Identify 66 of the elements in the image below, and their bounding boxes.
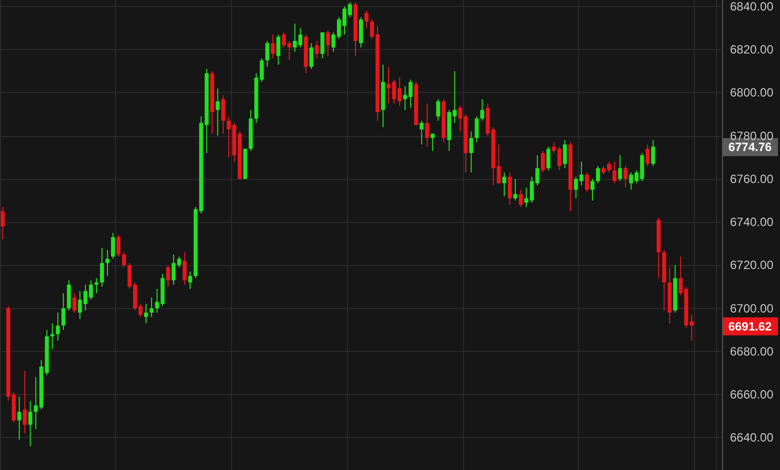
y-tick-label: 6800.00 (730, 86, 774, 100)
candlestick (320, 32, 324, 59)
candlestick (56, 312, 60, 342)
candlestick (216, 88, 220, 136)
candlestick (265, 40, 270, 68)
candlestick (430, 133, 435, 152)
candlestick (221, 94, 226, 134)
candlestick (309, 42, 314, 70)
candlestick (508, 172, 512, 206)
candlestick (359, 16, 363, 48)
candlestick (28, 400, 32, 447)
candlestick (326, 30, 330, 57)
y-tick-label: 6640.00 (730, 430, 774, 445)
candlestick (150, 297, 154, 318)
candlestick (61, 292, 66, 330)
candlestick (425, 102, 430, 148)
y-tick-label: 6780.00 (730, 128, 774, 143)
candlestick (364, 10, 369, 29)
candlestick (22, 370, 27, 434)
candlestick (518, 189, 523, 208)
candlestick (502, 172, 506, 197)
candlestick (469, 131, 474, 173)
candlestick (122, 252, 126, 268)
candlestick (540, 150, 545, 173)
candlestick (94, 278, 98, 294)
candlestick (474, 116, 479, 143)
candlestick (651, 140, 656, 167)
candlestick (17, 396, 22, 440)
text: 6691.62 (728, 319, 772, 334)
candlestick (105, 250, 110, 276)
y-tick-label: 6820.00 (730, 42, 774, 57)
candlestick (110, 232, 115, 260)
candlestick (590, 178, 594, 202)
candlestick (546, 146, 550, 171)
candlestick (100, 247, 104, 288)
y-tick-label: 6740.00 (730, 215, 774, 230)
candlestick (480, 98, 484, 122)
y-tick-label: 6720.00 (730, 258, 774, 272)
candlestick (436, 98, 440, 122)
y-tick-label: 6700.00 (730, 301, 774, 316)
candlestick (182, 252, 187, 286)
y-tick-label: 6680.00 (730, 344, 774, 358)
candlestick (513, 178, 518, 202)
candlestick (562, 140, 567, 169)
candlestick (618, 154, 622, 182)
candlestick (646, 144, 650, 167)
text: 6774.76 (728, 140, 772, 154)
candlestick (624, 166, 628, 188)
candlestick (116, 234, 120, 258)
y-tick-label: 6840.00 (730, 0, 774, 14)
candlestick (612, 161, 617, 184)
candlestick (50, 322, 54, 350)
candlestick (314, 40, 319, 59)
candlestick (0, 206, 5, 240)
candlestick (596, 166, 600, 184)
candlestick (270, 34, 275, 59)
candlestick (276, 34, 280, 66)
candlestick (420, 120, 424, 145)
candlestick (166, 264, 170, 288)
candlestick (72, 292, 76, 314)
candlestick (584, 172, 589, 192)
candlestick (188, 271, 192, 290)
candlestick (66, 280, 71, 311)
y-tick-label: 6760.00 (730, 172, 774, 186)
y-tick-label: 6660.00 (730, 388, 774, 402)
candlestick (144, 303, 148, 324)
